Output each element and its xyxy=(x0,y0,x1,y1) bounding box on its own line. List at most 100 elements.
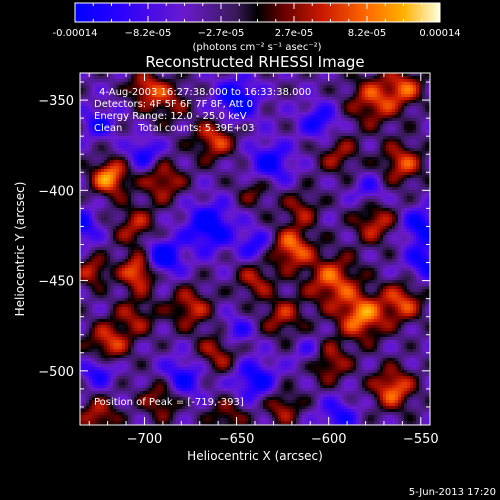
heatmap-cell xyxy=(98,178,102,182)
heatmap-cell xyxy=(176,175,180,179)
heatmap-cell xyxy=(191,73,195,77)
heatmap-cell xyxy=(299,106,303,110)
heatmap-cell xyxy=(134,124,138,128)
heatmap-cell xyxy=(95,127,99,131)
heatmap-cell xyxy=(134,106,138,110)
heatmap-cell xyxy=(167,88,171,92)
heatmap-cell xyxy=(359,169,363,173)
heatmap-cell xyxy=(425,124,429,128)
heatmap-cell xyxy=(407,94,411,98)
heatmap-cell xyxy=(179,142,183,146)
heatmap-cell xyxy=(155,88,159,92)
heatmap-cell xyxy=(284,166,288,170)
heatmap-cell xyxy=(92,145,96,149)
heatmap-cell xyxy=(164,166,168,170)
heatmap-cell xyxy=(164,199,168,203)
heatmap-cell xyxy=(332,193,336,197)
heatmap-cell xyxy=(194,169,198,173)
heatmap-cell xyxy=(113,88,117,92)
heatmap-cell xyxy=(128,127,132,131)
heatmap-cell xyxy=(143,181,147,185)
heatmap-cell xyxy=(332,160,336,164)
heatmap-cell xyxy=(299,154,303,158)
heatmap-cell xyxy=(185,121,189,125)
heatmap-cell xyxy=(224,109,228,113)
heatmap-cell xyxy=(374,88,378,92)
heatmap-cell xyxy=(125,166,129,170)
heatmap-cell xyxy=(191,181,195,185)
heatmap-cell xyxy=(185,187,189,191)
heatmap-cell xyxy=(248,109,252,113)
heatmap-cell xyxy=(107,91,111,95)
heatmap-cell xyxy=(299,160,303,164)
heatmap-cell xyxy=(329,136,333,140)
heatmap-cell xyxy=(338,160,342,164)
heatmap-cell xyxy=(380,118,384,122)
heatmap-cell xyxy=(404,196,408,200)
heatmap-cell xyxy=(245,163,249,167)
heatmap-cell xyxy=(305,160,309,164)
heatmap-cell xyxy=(263,157,267,161)
heatmap-cell xyxy=(371,133,375,137)
heatmap-cell xyxy=(365,181,369,185)
heatmap-cell xyxy=(83,103,87,107)
heatmap-cell xyxy=(203,88,207,92)
heatmap-cell xyxy=(188,91,192,95)
heatmap-cell xyxy=(368,88,372,92)
heatmap-cell xyxy=(116,193,120,197)
heatmap-cell xyxy=(158,94,162,98)
heatmap-cell xyxy=(302,73,306,77)
heatmap-cell xyxy=(203,151,207,155)
heatmap-cell xyxy=(293,145,297,149)
heatmap-cell xyxy=(215,151,219,155)
heatmap-cell xyxy=(401,76,405,80)
heatmap-cell xyxy=(359,106,363,110)
heatmap-cell xyxy=(188,190,192,194)
heatmap-cell xyxy=(422,169,426,173)
heatmap-cell xyxy=(347,118,351,122)
heatmap-cell xyxy=(143,196,147,200)
heatmap-cell xyxy=(113,121,117,125)
heatmap-cell xyxy=(194,97,198,101)
heatmap-cell xyxy=(356,97,360,101)
heatmap-cell xyxy=(212,76,216,80)
heatmap-cell xyxy=(344,196,348,200)
heatmap-cell xyxy=(242,79,246,83)
heatmap-cell xyxy=(137,196,141,200)
heatmap-cell xyxy=(371,193,375,197)
heatmap-cell xyxy=(293,130,297,134)
heatmap-cell xyxy=(245,76,249,80)
heatmap-cell xyxy=(218,91,222,95)
heatmap-cell xyxy=(284,139,288,143)
heatmap-cell xyxy=(176,169,180,173)
heatmap-cell xyxy=(224,124,228,128)
heatmap-cell xyxy=(332,175,336,179)
heatmap-cell xyxy=(284,103,288,107)
heatmap-cell xyxy=(278,142,282,146)
heatmap-cell xyxy=(284,154,288,158)
heatmap-cell xyxy=(83,118,87,122)
heatmap-cell xyxy=(158,130,162,134)
heatmap-cell xyxy=(119,187,123,191)
heatmap-cell xyxy=(248,175,252,179)
heatmap-cell xyxy=(383,175,387,179)
heatmap-cell xyxy=(104,160,108,164)
heatmap-cell xyxy=(281,112,285,116)
heatmap-cell xyxy=(182,79,186,83)
heatmap-cell xyxy=(104,103,108,107)
heatmap-cell xyxy=(257,133,261,137)
heatmap-cell xyxy=(281,85,285,89)
heatmap-cell xyxy=(305,85,309,89)
heatmap-cell xyxy=(404,175,408,179)
heatmap-cell xyxy=(200,115,204,119)
heatmap-cell xyxy=(113,127,117,131)
heatmap-cell xyxy=(386,166,390,170)
heatmap-cell xyxy=(158,160,162,164)
heatmap-cell xyxy=(395,139,399,143)
heatmap-cell xyxy=(317,100,321,104)
heatmap-cell xyxy=(371,130,375,134)
heatmap-cell xyxy=(260,154,264,158)
heatmap-cell xyxy=(212,187,216,191)
heatmap-cell xyxy=(269,76,273,80)
heatmap-cell xyxy=(224,160,228,164)
